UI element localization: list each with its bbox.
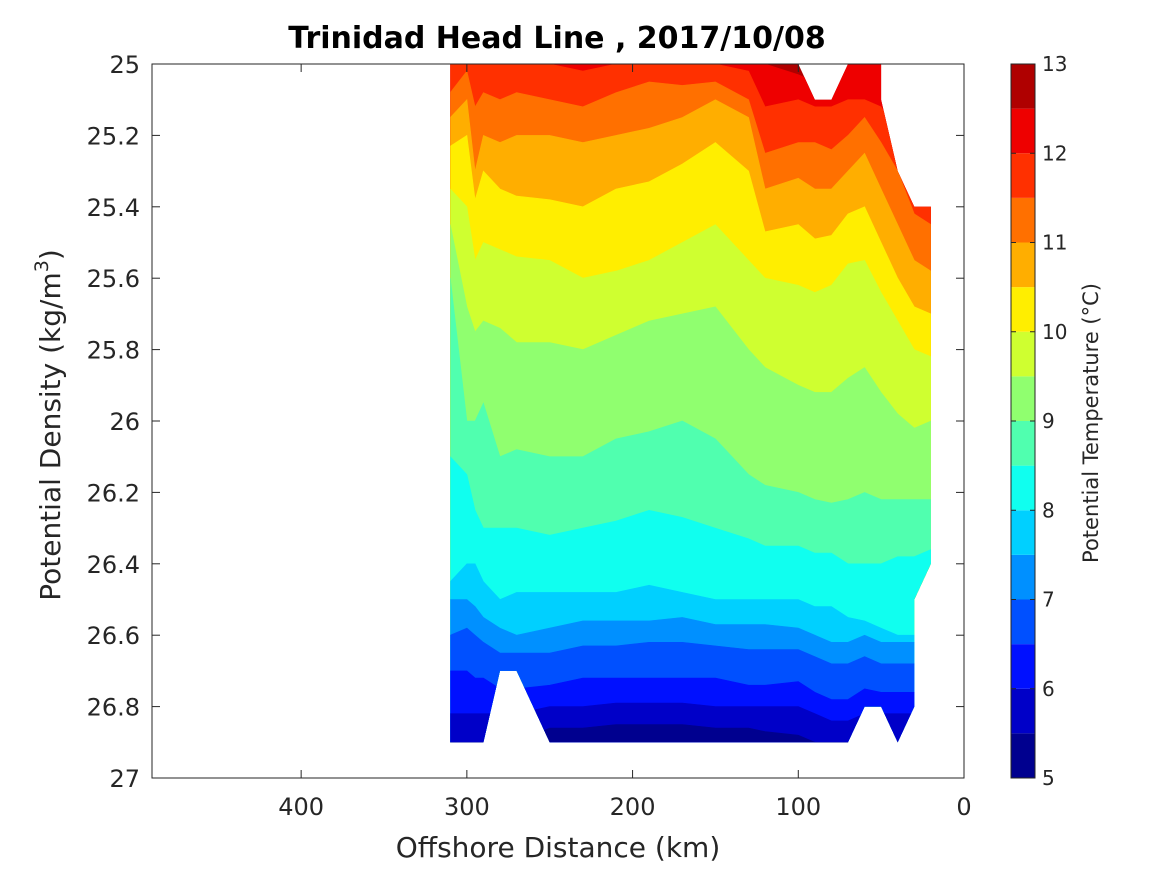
x-tick-label: 100 (775, 793, 821, 821)
colorbar-tick-label: 9 (1042, 409, 1055, 433)
colorbar-tick-label: 10 (1042, 320, 1067, 344)
y-tick-label: 25.4 (87, 194, 140, 222)
band-5 (450, 724, 931, 743)
colorbar-tick-label: 8 (1042, 498, 1055, 522)
y-tick-label: 26.6 (87, 622, 140, 650)
y-tick-label: 25 (109, 51, 140, 79)
colorbar-segment (1011, 242, 1035, 288)
colorbar-segment (1011, 510, 1035, 555)
contour-bands (450, 64, 931, 743)
colorbar-segment (1011, 197, 1035, 243)
y-tick-label: 26.4 (87, 551, 140, 579)
colorbar-segment (1011, 64, 1035, 109)
colorbar-segment (1011, 421, 1035, 466)
colorbar-segment (1011, 733, 1035, 778)
x-tick-label: 0 (956, 793, 971, 821)
y-tick-label: 26.2 (87, 479, 140, 507)
colorbar-tick-label: 7 (1042, 588, 1055, 612)
y-tick-label: 26.8 (87, 694, 140, 722)
y-tick-label: 26 (109, 408, 140, 436)
colorbar-segment (1011, 153, 1035, 198)
colorbar-segment (1011, 287, 1035, 332)
x-tick-label: 300 (444, 793, 490, 821)
x-axis: 400 300 200 100 0 (278, 64, 972, 821)
colorbar-segment (1011, 331, 1035, 377)
x-tick-label: 400 (278, 793, 324, 821)
y-tick-label: 27 (109, 765, 140, 793)
colorbar-segment (1011, 108, 1035, 154)
colorbar-tick-label: 12 (1042, 141, 1067, 165)
y-tick-label: 25.8 (87, 337, 140, 365)
colorbar-tick-label: 13 (1042, 52, 1067, 76)
colorbar-label: Potential Temperature (°C) (1079, 283, 1103, 563)
colorbar-tick-label: 6 (1042, 677, 1055, 701)
y-axis: 25 25.2 25.4 25.6 25.8 26 26.2 26.4 26.6 26.8 27 (87, 51, 964, 793)
colorbar-tick-label: 5 (1042, 766, 1055, 790)
colorbar-segment (1011, 465, 1035, 511)
colorbar-tick-label: 11 (1042, 231, 1067, 255)
colorbar-segment (1011, 688, 1035, 734)
x-tick-label: 200 (610, 793, 656, 821)
colorbar-segment (1011, 599, 1035, 645)
colorbar: 5 6 7 8 9 10 11 12 13 (1010, 52, 1067, 790)
y-tick-label: 25.6 (87, 265, 140, 293)
y-tick-label: 25.2 (87, 122, 140, 150)
y-axis-label: Potential Density (kg/m3) (31, 249, 67, 601)
colorbar-segment (1011, 644, 1035, 689)
x-axis-label: Offshore Distance (km) (396, 831, 721, 864)
chart-title: Trinidad Head Line , 2017/10/08 (288, 21, 825, 56)
colorbar-segment (1011, 554, 1035, 600)
colorbar-segment (1011, 376, 1035, 421)
